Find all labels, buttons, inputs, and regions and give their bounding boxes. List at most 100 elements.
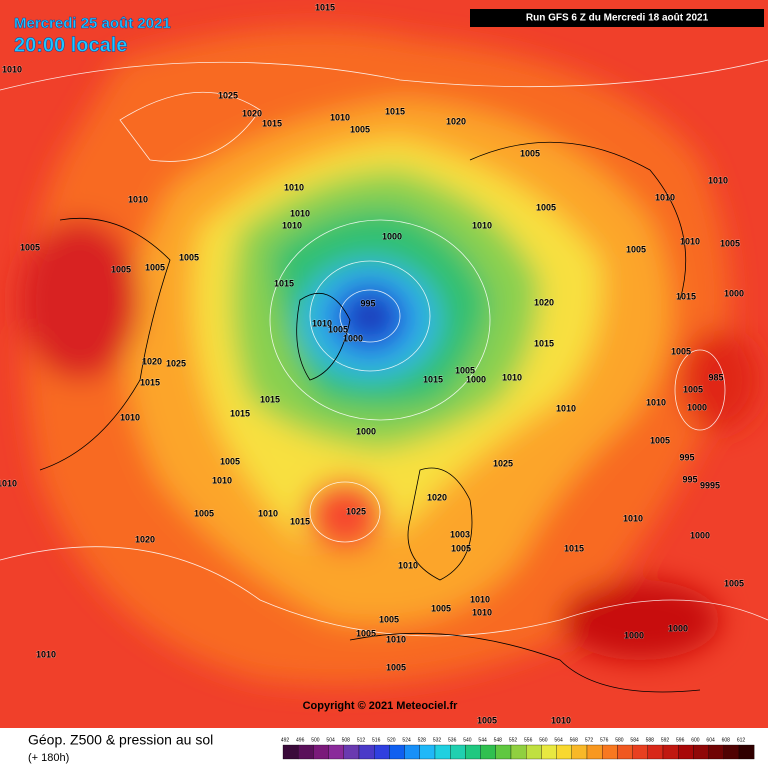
- isobar-label: 1005: [671, 346, 691, 356]
- colorbar-swatch: [541, 744, 557, 760]
- colorbar-swatch: [723, 744, 740, 760]
- colorbar-label: 536: [448, 737, 457, 743]
- forecast-date: Mercredi 25 août 2021: [14, 15, 171, 32]
- colorbar-swatch: [282, 744, 299, 760]
- colorbar-label: 492: [281, 737, 290, 743]
- colorbar-swatch: [617, 744, 633, 760]
- footer-title: Géop. Z500 & pression au sol: [28, 732, 213, 748]
- colorbar-swatch: [419, 744, 436, 760]
- isobar-label: 1010: [290, 208, 310, 218]
- isobar-label: 1000: [687, 402, 707, 412]
- colorbar-swatch: [313, 744, 329, 760]
- isobar-label: 1005: [379, 614, 399, 624]
- colorbar-swatch: [510, 744, 527, 760]
- isobar-label: 1005: [455, 365, 475, 375]
- colorbar-label: 532: [433, 737, 442, 743]
- colorbar-label: 604: [706, 737, 715, 743]
- colorbar-swatch: [571, 744, 588, 760]
- colorbar-swatch: [343, 744, 360, 760]
- isobar-label: 985: [708, 372, 723, 382]
- colorbar-label: 540: [463, 737, 472, 743]
- isobar-label: 995: [682, 474, 697, 484]
- geopotential-field: [20, 28, 760, 685]
- isobar-label: 1005: [477, 715, 497, 725]
- isobar-labels: 1015 1010 1025 1020 1015 1010 1015 1005 1020 1005…: [0, 2, 745, 726]
- colorbar-label: 596: [676, 737, 685, 743]
- isobar-label: 1005: [350, 124, 370, 134]
- colorbar-label: 608: [722, 737, 731, 743]
- isobar-label: 1015: [676, 291, 696, 301]
- colorbar-label: 552: [509, 737, 518, 743]
- forecast-time: 20:00 locale: [14, 34, 127, 56]
- isobar-label: 1010: [655, 192, 675, 202]
- isobar-label: 9995: [700, 480, 720, 490]
- isobar-label: 1015: [385, 106, 405, 116]
- isobar-label: 1005: [520, 148, 540, 158]
- copyright: Copyright © 2021 Meteociel.fr: [303, 700, 459, 712]
- isobar-label: 1015: [260, 394, 280, 404]
- colorbar-label: 520: [387, 737, 396, 743]
- isobar-label: 1015: [423, 374, 443, 384]
- colorbar-swatch: [404, 744, 420, 760]
- isobar-label: 1005: [111, 264, 131, 274]
- colorbar-swatch: [632, 744, 648, 760]
- colorbar-label: 544: [478, 737, 487, 743]
- colorbar-label: 508: [342, 737, 351, 743]
- colorbar: 492 496 500 504 508 512 516 520 524 528 532 536 540 5…: [281, 737, 755, 760]
- isobar-label: 1005: [724, 578, 744, 588]
- coastlines: [39, 141, 701, 693]
- isobar-label: 1015: [315, 2, 335, 12]
- isobar-label: 1010: [398, 560, 418, 570]
- isobar-label: 1025: [346, 506, 366, 516]
- colorbar-swatch: [602, 744, 618, 760]
- isobar-label: 1020: [135, 534, 155, 544]
- isobar-label: 1000: [690, 530, 710, 540]
- isobar-label: 1010: [2, 64, 22, 74]
- footer-lead: (+ 180h): [28, 752, 69, 764]
- colorbar-swatch: [647, 744, 664, 760]
- isobar-label: 1025: [493, 458, 513, 468]
- colorbar-label: 580: [615, 737, 624, 743]
- colorbar-label: 524: [402, 737, 411, 743]
- isobar-label: 1005: [536, 202, 556, 212]
- colorbar-label: 516: [372, 737, 381, 743]
- isobar-label: 1010: [258, 508, 278, 518]
- colorbar-swatch: [328, 744, 344, 760]
- isobar-label: 1010: [312, 318, 332, 328]
- colorbar-label: 500: [311, 737, 320, 743]
- isobar-label: 1020: [446, 116, 466, 126]
- isobar-label: 1015: [274, 278, 294, 288]
- isobar-label: 1005: [386, 662, 406, 672]
- isobar-label: 1010: [0, 478, 17, 488]
- isobar-label: 1010: [556, 403, 576, 413]
- isobar-label: 1010: [472, 220, 492, 230]
- isobar-label: 1015: [262, 118, 282, 128]
- isobar-label: 1010: [284, 182, 304, 192]
- isobar-label: 1010: [470, 594, 490, 604]
- run-info: Run GFS 6 Z du Mercredi 18 août 2021: [526, 13, 709, 24]
- isobar-label: 1005: [720, 238, 740, 248]
- isobar-label: 1010: [680, 236, 700, 246]
- isobar-label: 1010: [551, 715, 571, 725]
- isobar-label: 1010: [646, 397, 666, 407]
- colorbar-label: 600: [691, 737, 700, 743]
- isobar-label: 1000: [382, 231, 402, 241]
- colorbar-swatch: [358, 744, 375, 760]
- isobar-label: 1020: [427, 492, 447, 502]
- isobar-label: 1010: [330, 112, 350, 122]
- colorbar-swatch: [678, 744, 694, 760]
- colorbar-swatch: [298, 744, 314, 760]
- colorbar-label: 556: [524, 737, 533, 743]
- isobar-label: 995: [360, 298, 375, 308]
- isobar-label: 1000: [624, 630, 644, 640]
- isobar-label: 1010: [708, 175, 728, 185]
- isobar-label: 1010: [282, 220, 302, 230]
- colorbar-swatch: [495, 744, 512, 760]
- isobar-label: 1010: [623, 513, 643, 523]
- isobar-label: 1000: [356, 426, 376, 436]
- colorbar-label: 584: [630, 737, 639, 743]
- colorbar-label: 496: [296, 737, 305, 743]
- isobar-label: 1000: [343, 333, 363, 343]
- isobar-label: 1010: [128, 194, 148, 204]
- run-box: [470, 9, 764, 27]
